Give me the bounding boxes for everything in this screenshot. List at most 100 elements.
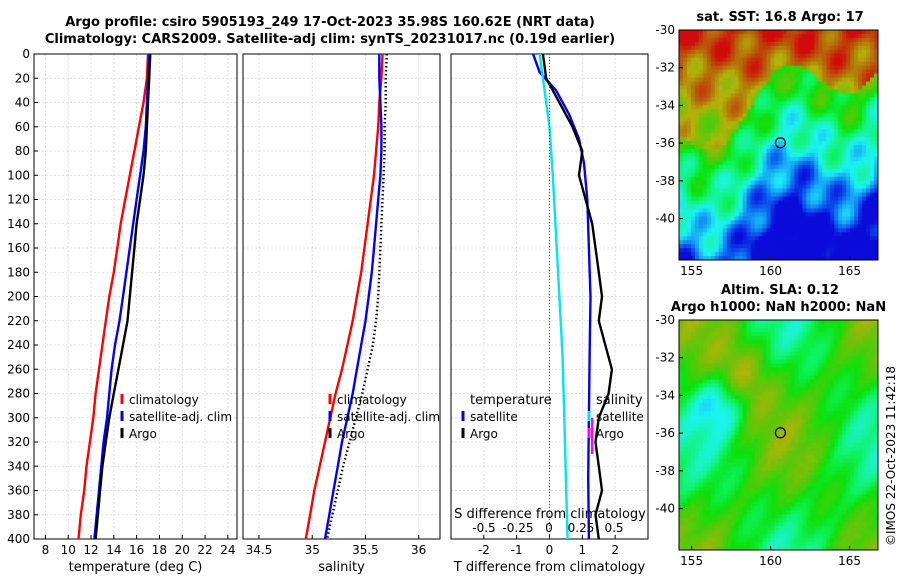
map-cell bbox=[686, 450, 692, 456]
map-cell bbox=[746, 446, 752, 452]
map-cell bbox=[698, 331, 704, 337]
map-cell bbox=[722, 196, 728, 201]
map-cell bbox=[770, 454, 775, 460]
map-cell bbox=[774, 148, 779, 154]
map-cell bbox=[798, 200, 803, 205]
map-cell bbox=[862, 180, 867, 186]
map-cell bbox=[802, 184, 807, 190]
map-cell bbox=[730, 446, 736, 452]
map-cell bbox=[826, 435, 831, 440]
map-cell bbox=[822, 188, 827, 193]
map-cell bbox=[722, 212, 728, 217]
map-cell bbox=[730, 156, 736, 162]
map-cell bbox=[782, 184, 787, 190]
map-cell bbox=[846, 105, 851, 110]
map-cell bbox=[679, 73, 684, 78]
map-cell bbox=[742, 212, 748, 217]
map-cell bbox=[746, 427, 752, 432]
map-cell bbox=[726, 407, 732, 412]
map-cell bbox=[826, 196, 831, 201]
map-cell bbox=[726, 184, 732, 190]
map-cell bbox=[842, 49, 847, 55]
map-cell bbox=[790, 33, 795, 39]
map-cell bbox=[782, 224, 787, 229]
map-cell bbox=[778, 81, 783, 86]
map-cell bbox=[694, 105, 700, 110]
map-cell bbox=[762, 212, 767, 217]
map-cell bbox=[850, 152, 855, 158]
map-cell bbox=[814, 129, 819, 134]
map-cell bbox=[866, 41, 871, 47]
map-cell bbox=[762, 121, 767, 126]
map-cell bbox=[742, 53, 748, 59]
map-cell bbox=[762, 188, 767, 193]
map-cell bbox=[734, 403, 740, 408]
map-cell bbox=[850, 180, 855, 186]
map-cell bbox=[818, 355, 823, 361]
map-cell bbox=[734, 395, 740, 400]
map-cell bbox=[790, 41, 795, 47]
map-cell bbox=[818, 450, 823, 456]
map-cell bbox=[818, 89, 823, 94]
map-cell bbox=[730, 45, 736, 51]
map-cell bbox=[854, 89, 859, 94]
map-cell bbox=[682, 435, 688, 440]
map-cell bbox=[698, 343, 704, 349]
map-cell bbox=[838, 347, 843, 353]
map-cell bbox=[730, 442, 736, 448]
map-cell bbox=[802, 188, 807, 193]
map-cell bbox=[862, 69, 867, 75]
map-cell bbox=[862, 343, 867, 349]
map-cell bbox=[706, 411, 712, 416]
map-cell bbox=[714, 216, 720, 221]
map-cell bbox=[826, 232, 831, 237]
map-cell bbox=[742, 438, 748, 444]
map-cell bbox=[870, 355, 875, 361]
map-cell bbox=[766, 435, 771, 440]
map-cell bbox=[722, 109, 728, 114]
map-cell bbox=[682, 363, 688, 368]
map-cell bbox=[802, 438, 807, 444]
map-cell bbox=[730, 450, 736, 456]
map-cell bbox=[838, 121, 843, 126]
map-cell bbox=[786, 180, 791, 186]
map-cell bbox=[842, 228, 847, 233]
map-cell bbox=[854, 141, 859, 146]
map-cell bbox=[702, 49, 708, 55]
map-cell bbox=[794, 351, 799, 357]
map-cell bbox=[770, 442, 775, 448]
map-cell bbox=[746, 125, 752, 130]
map-cell bbox=[870, 343, 875, 349]
map-cell bbox=[794, 387, 799, 392]
map-cell bbox=[862, 61, 867, 67]
map-cell bbox=[718, 41, 724, 47]
map-cell bbox=[794, 232, 799, 237]
map-cell bbox=[874, 343, 879, 349]
map-cell bbox=[802, 30, 807, 35]
map-cell bbox=[730, 454, 736, 460]
map-cell bbox=[766, 363, 771, 368]
map-cell bbox=[858, 403, 863, 408]
map-cell bbox=[722, 73, 728, 78]
map-cell bbox=[866, 160, 871, 166]
map-cell bbox=[794, 228, 799, 233]
map-cell bbox=[778, 363, 783, 368]
map-cell bbox=[718, 466, 724, 472]
map-cell bbox=[794, 85, 799, 90]
map-cell bbox=[770, 133, 775, 138]
map-cell bbox=[802, 61, 807, 67]
map-cell bbox=[862, 240, 867, 245]
map-cell bbox=[802, 244, 807, 249]
map-cell bbox=[726, 85, 732, 90]
map-cell bbox=[818, 45, 823, 51]
map-cell bbox=[814, 427, 819, 432]
map-cell bbox=[846, 196, 851, 201]
map-cell bbox=[702, 450, 708, 456]
map-cell bbox=[750, 89, 756, 94]
map-cell bbox=[710, 113, 716, 118]
map-cell bbox=[830, 327, 835, 333]
map-cell bbox=[698, 57, 704, 63]
map-cell bbox=[714, 323, 720, 329]
map-cell bbox=[822, 415, 827, 420]
map-cell bbox=[682, 192, 688, 197]
